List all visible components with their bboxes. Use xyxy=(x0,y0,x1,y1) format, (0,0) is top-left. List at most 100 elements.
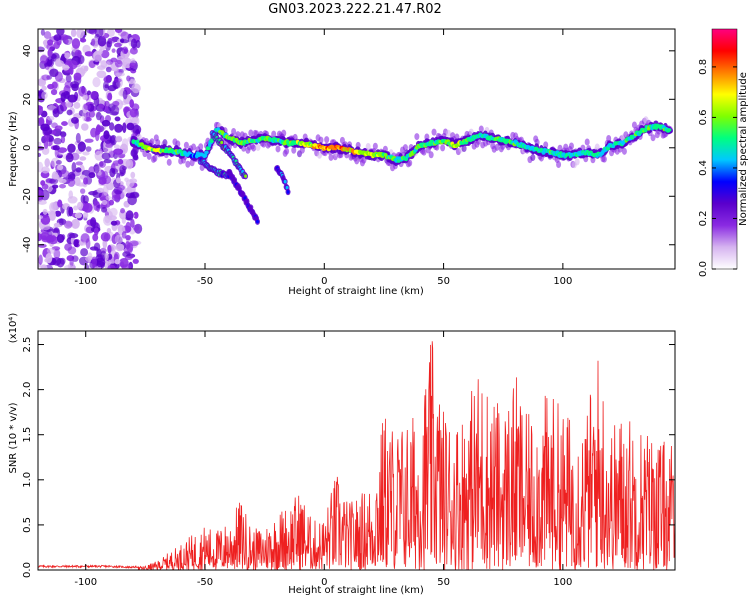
noise-blob xyxy=(81,123,89,131)
noise-blob xyxy=(121,101,128,106)
colorbar-tick-label: 0.4 xyxy=(698,160,709,176)
noise-blob xyxy=(82,151,89,155)
noise-blob xyxy=(109,37,116,43)
noise-blob xyxy=(107,265,115,272)
trace-halo-blob xyxy=(556,161,561,168)
trace-halo-blob xyxy=(414,133,419,140)
noise-blob xyxy=(107,93,112,101)
spectrogram-y-axis-label: Frequency (Hz) xyxy=(8,111,19,187)
noise-blob xyxy=(103,130,109,139)
branch-core-blob xyxy=(256,220,259,224)
noise-blob xyxy=(71,29,76,37)
spectrogram-y-tick-label: -40 xyxy=(22,237,33,253)
noise-blob xyxy=(57,200,62,208)
noise-blob xyxy=(105,196,110,200)
noise-blob xyxy=(88,191,98,195)
noise-blob xyxy=(86,238,91,249)
noise-blob xyxy=(73,206,78,211)
noise-blob xyxy=(115,259,121,264)
noise-blob xyxy=(71,117,79,124)
noise-blob xyxy=(107,245,111,254)
noise-blob xyxy=(109,200,114,206)
noise-blob xyxy=(118,159,123,165)
noise-blob xyxy=(113,148,123,154)
noise-blob xyxy=(102,200,107,205)
noise-blob xyxy=(112,48,116,53)
noise-blob xyxy=(74,92,78,101)
noise-blob xyxy=(36,47,45,53)
noise-blob xyxy=(76,133,81,143)
trace-halo-blob xyxy=(651,134,656,141)
noise-blob xyxy=(71,219,80,229)
noise-blob xyxy=(40,264,47,272)
snr-y-tick-label: 2.0 xyxy=(22,382,33,398)
noise-blob xyxy=(38,255,42,266)
spectrogram-x-tick-label: 100 xyxy=(553,276,572,287)
noise-blob xyxy=(105,253,109,261)
trace-halo-blob xyxy=(152,155,157,162)
noise-blob xyxy=(75,213,83,219)
trace-halo-blob xyxy=(248,130,253,137)
noise-blob xyxy=(74,73,82,81)
noise-blob xyxy=(84,139,93,143)
noise-blob xyxy=(125,187,132,193)
trace-halo-blob xyxy=(432,129,437,136)
spectrogram-y-tick-label: 0 xyxy=(22,145,33,151)
snr-y-tick-label: 0.0 xyxy=(22,562,33,578)
noise-blob xyxy=(59,179,67,184)
noise-blob xyxy=(114,144,120,149)
spectrogram-y-tick-label: 40 xyxy=(22,44,33,57)
noise-blob xyxy=(69,233,78,238)
noise-blob xyxy=(86,25,96,33)
noise-blob xyxy=(41,86,46,91)
noise-blob xyxy=(116,244,125,252)
noise-blob xyxy=(76,167,82,172)
noise-blob xyxy=(71,84,79,91)
trace-halo-blob xyxy=(147,153,152,160)
trace-halo-blob xyxy=(575,158,580,165)
snr-y-axis-label: SNR (10 * v/v) xyxy=(8,402,19,473)
snr-y-tick-label: 2.5 xyxy=(22,337,33,353)
trace-halo-blob xyxy=(255,144,260,151)
branch-core-blob xyxy=(244,174,247,178)
noise-blob xyxy=(51,122,58,128)
noise-blob xyxy=(35,105,43,115)
noise-blob xyxy=(122,46,128,54)
noise-blob xyxy=(130,108,138,117)
colorbar-label: Normalized spectral amplitude xyxy=(738,72,749,226)
colorbar-tick-label: 0.2 xyxy=(698,211,709,227)
trace-halo-blob xyxy=(324,136,329,143)
noise-blob xyxy=(74,102,81,109)
noise-blob xyxy=(47,234,57,241)
colorbar-tick-label: 0.6 xyxy=(698,109,709,125)
noise-blob xyxy=(125,256,133,260)
noise-blob xyxy=(131,192,140,199)
noise-blob xyxy=(109,111,118,115)
noise-blob xyxy=(91,256,97,267)
noise-blob xyxy=(130,172,135,179)
noise-blob xyxy=(79,242,87,246)
spectrogram-chart: -100 -50 0 50 100 -40-2002040 Height of stra… xyxy=(0,0,750,300)
trace-halo-blob xyxy=(191,144,196,151)
noise-blob xyxy=(96,124,101,135)
noise-blob xyxy=(117,185,125,191)
noise-blob xyxy=(126,123,134,131)
noise-blob xyxy=(56,27,64,36)
noise-blob xyxy=(119,165,126,174)
noise-blob xyxy=(90,91,98,100)
noise-blob xyxy=(115,72,125,76)
noise-blob xyxy=(83,203,93,213)
noise-blob xyxy=(123,90,128,100)
noise-blob xyxy=(59,218,64,225)
trace-halo-blob xyxy=(429,151,434,158)
trace-halo-blob xyxy=(585,138,590,145)
noise-blob xyxy=(83,177,88,184)
noise-blob xyxy=(129,63,136,69)
trace-halo-blob xyxy=(198,143,203,150)
noise-blob xyxy=(92,52,102,62)
noise-blob xyxy=(136,40,141,48)
colorbar-tick-label: 0.8 xyxy=(698,59,709,75)
noise-blob xyxy=(45,253,52,263)
snr-y-tick-label: 1.0 xyxy=(22,472,33,488)
noise-blob xyxy=(80,188,85,193)
